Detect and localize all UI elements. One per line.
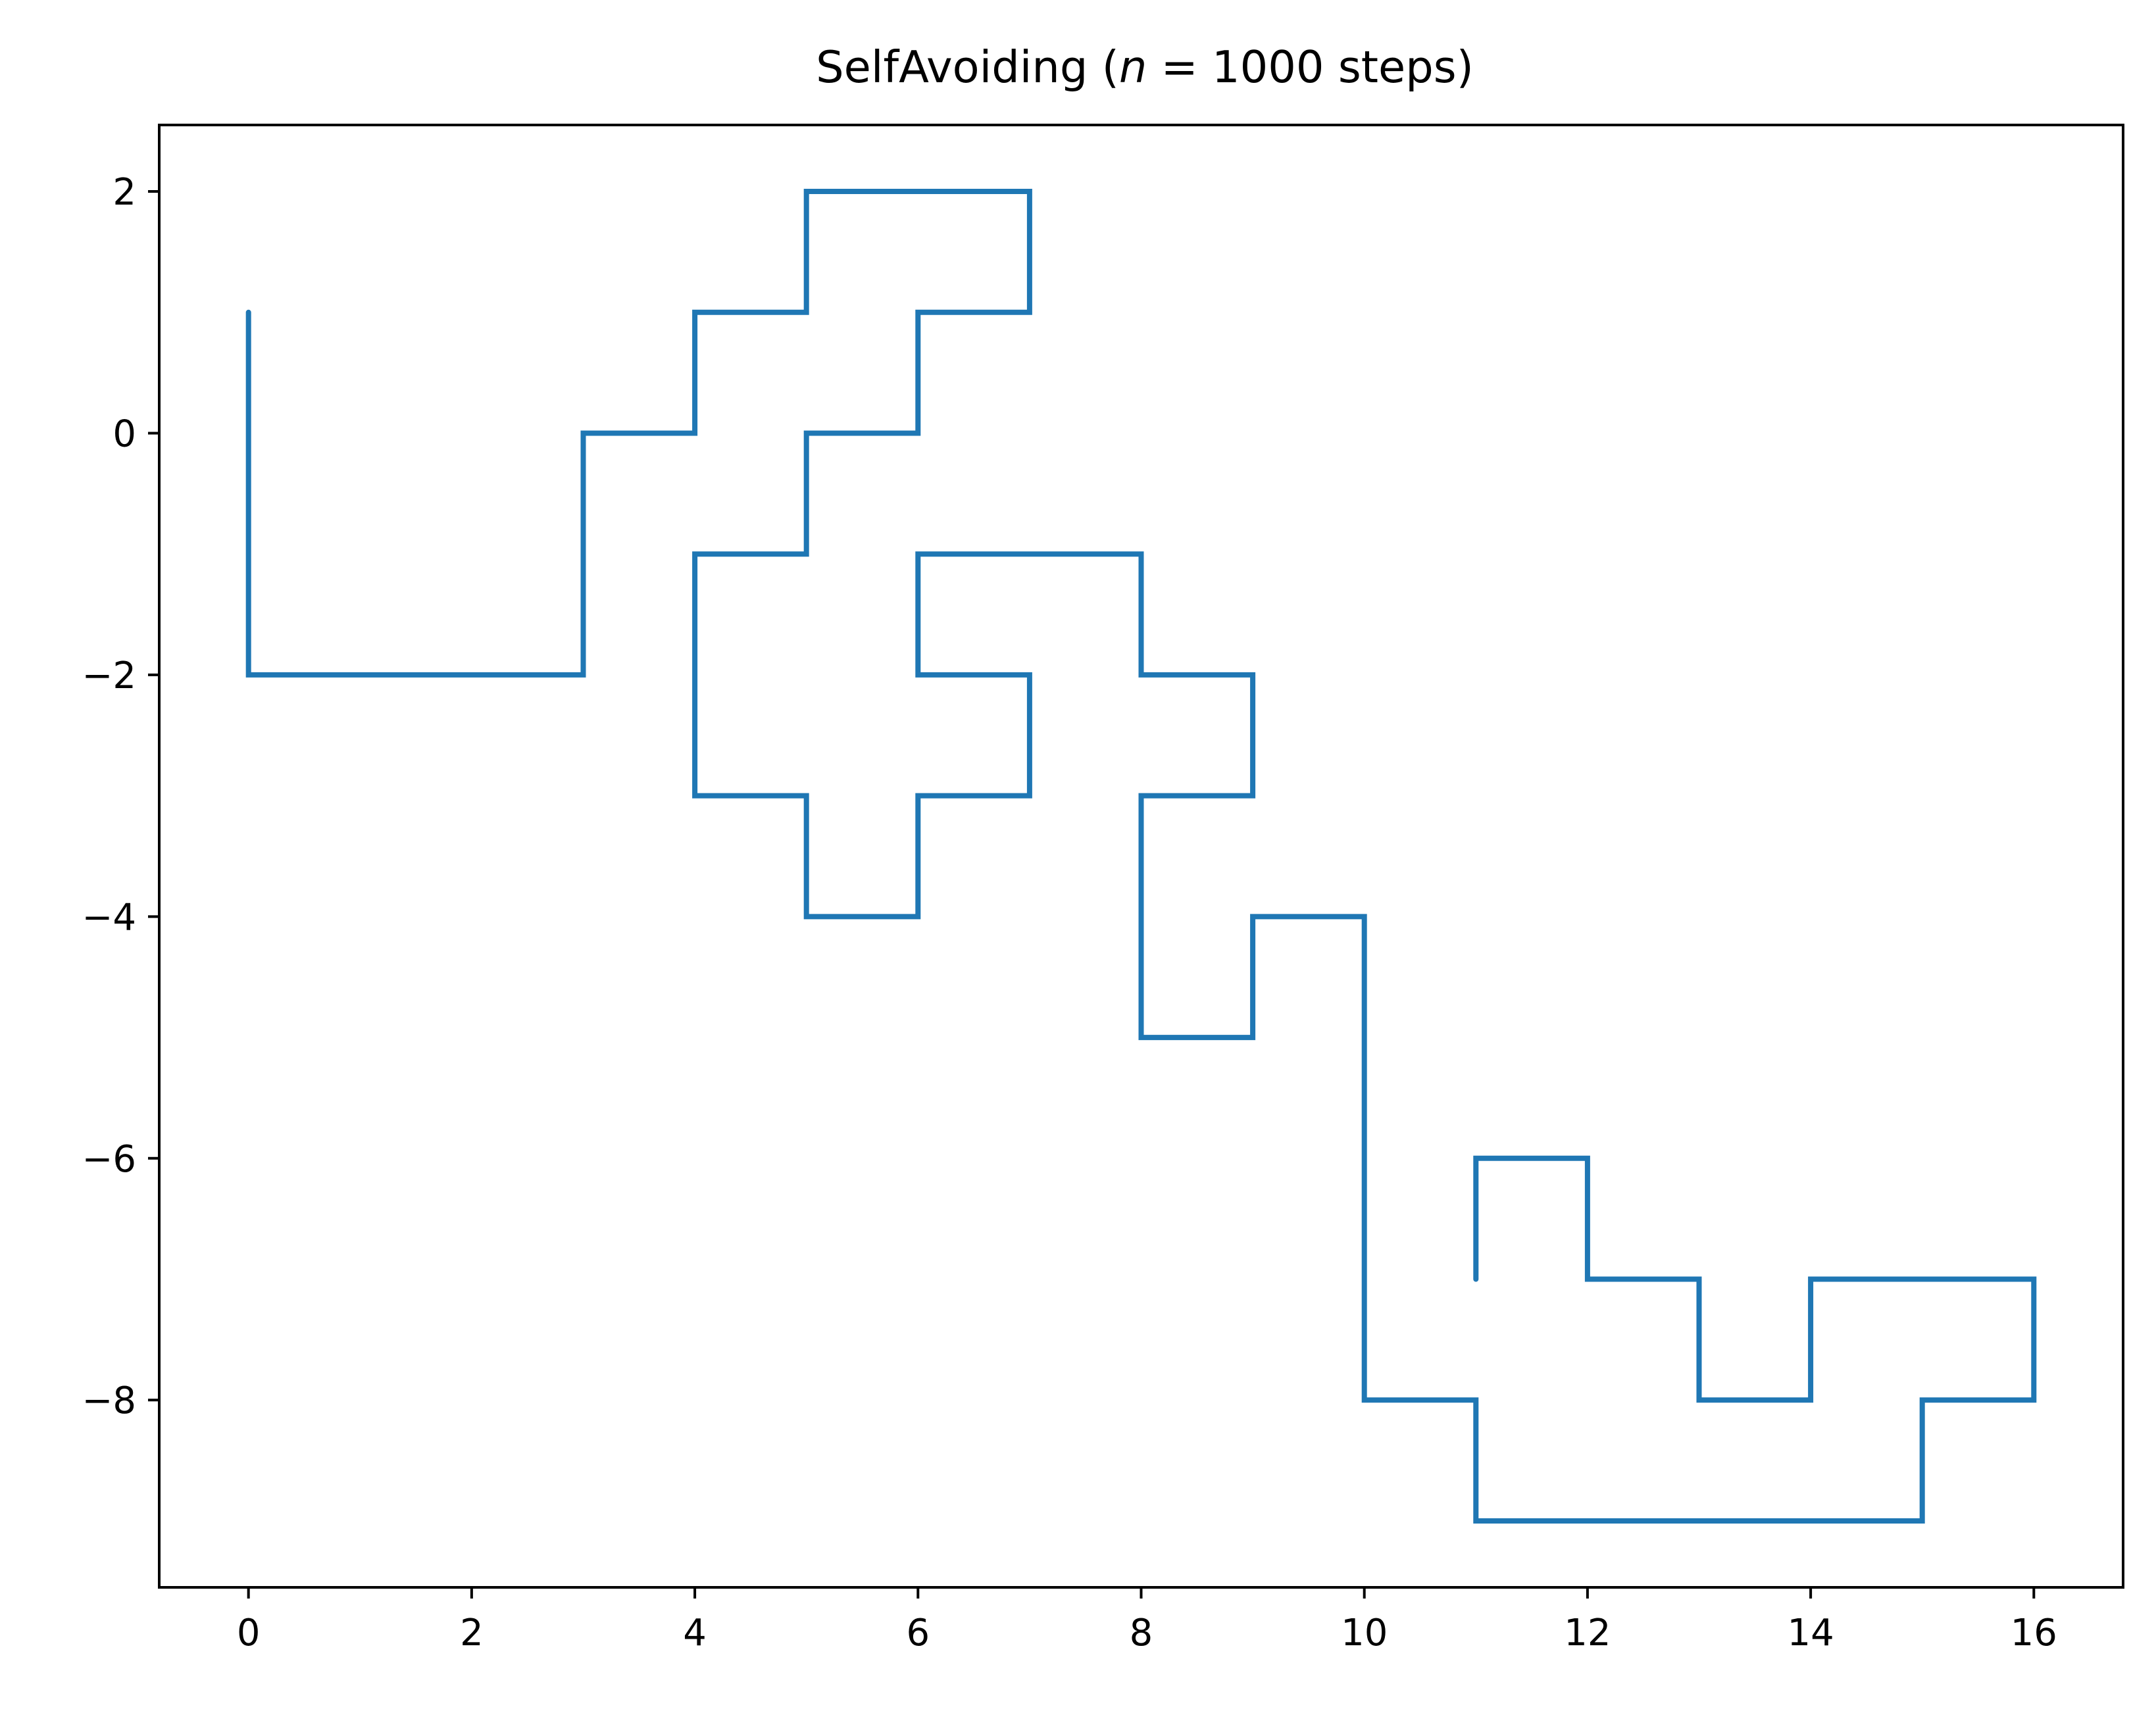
x-tick-label: 10 [1341,1612,1388,1654]
x-tick-label: 16 [2011,1612,2057,1654]
chart-title-suffix: steps) [1324,41,1474,93]
walk-path-line [245,189,2037,1524]
y-tick-label: −2 [82,655,136,697]
chart-title-math-var: n [1119,41,1147,93]
x-tick-label: 2 [460,1612,484,1654]
chart-title: SelfAvoiding (n = 1000 steps) [816,41,1474,93]
plot-area [245,189,2037,1524]
plot-frame [158,124,2124,1589]
chart-title-math-rest: = 1000 [1147,41,1324,93]
y-tick-label: 2 [113,171,136,214]
y-tick-label: 0 [113,412,136,455]
y-tick-label: −8 [82,1379,136,1422]
x-tick-label: 8 [1130,1612,1153,1654]
x-tick-label: 14 [1787,1612,1834,1654]
x-tick-label: 4 [683,1612,707,1654]
axis-ticks: 0 2 4 6 8 10 12 14 16 2 0 −2 −4 −6 −8 [82,171,2057,1654]
x-tick-label: 0 [237,1612,261,1654]
x-tick-label: 6 [906,1612,930,1654]
x-tick-label: 12 [1564,1612,1611,1654]
chart-title-prefix: SelfAvoiding ( [816,41,1119,93]
y-tick-label: −4 [82,896,136,939]
y-tick-label: −6 [82,1138,136,1181]
